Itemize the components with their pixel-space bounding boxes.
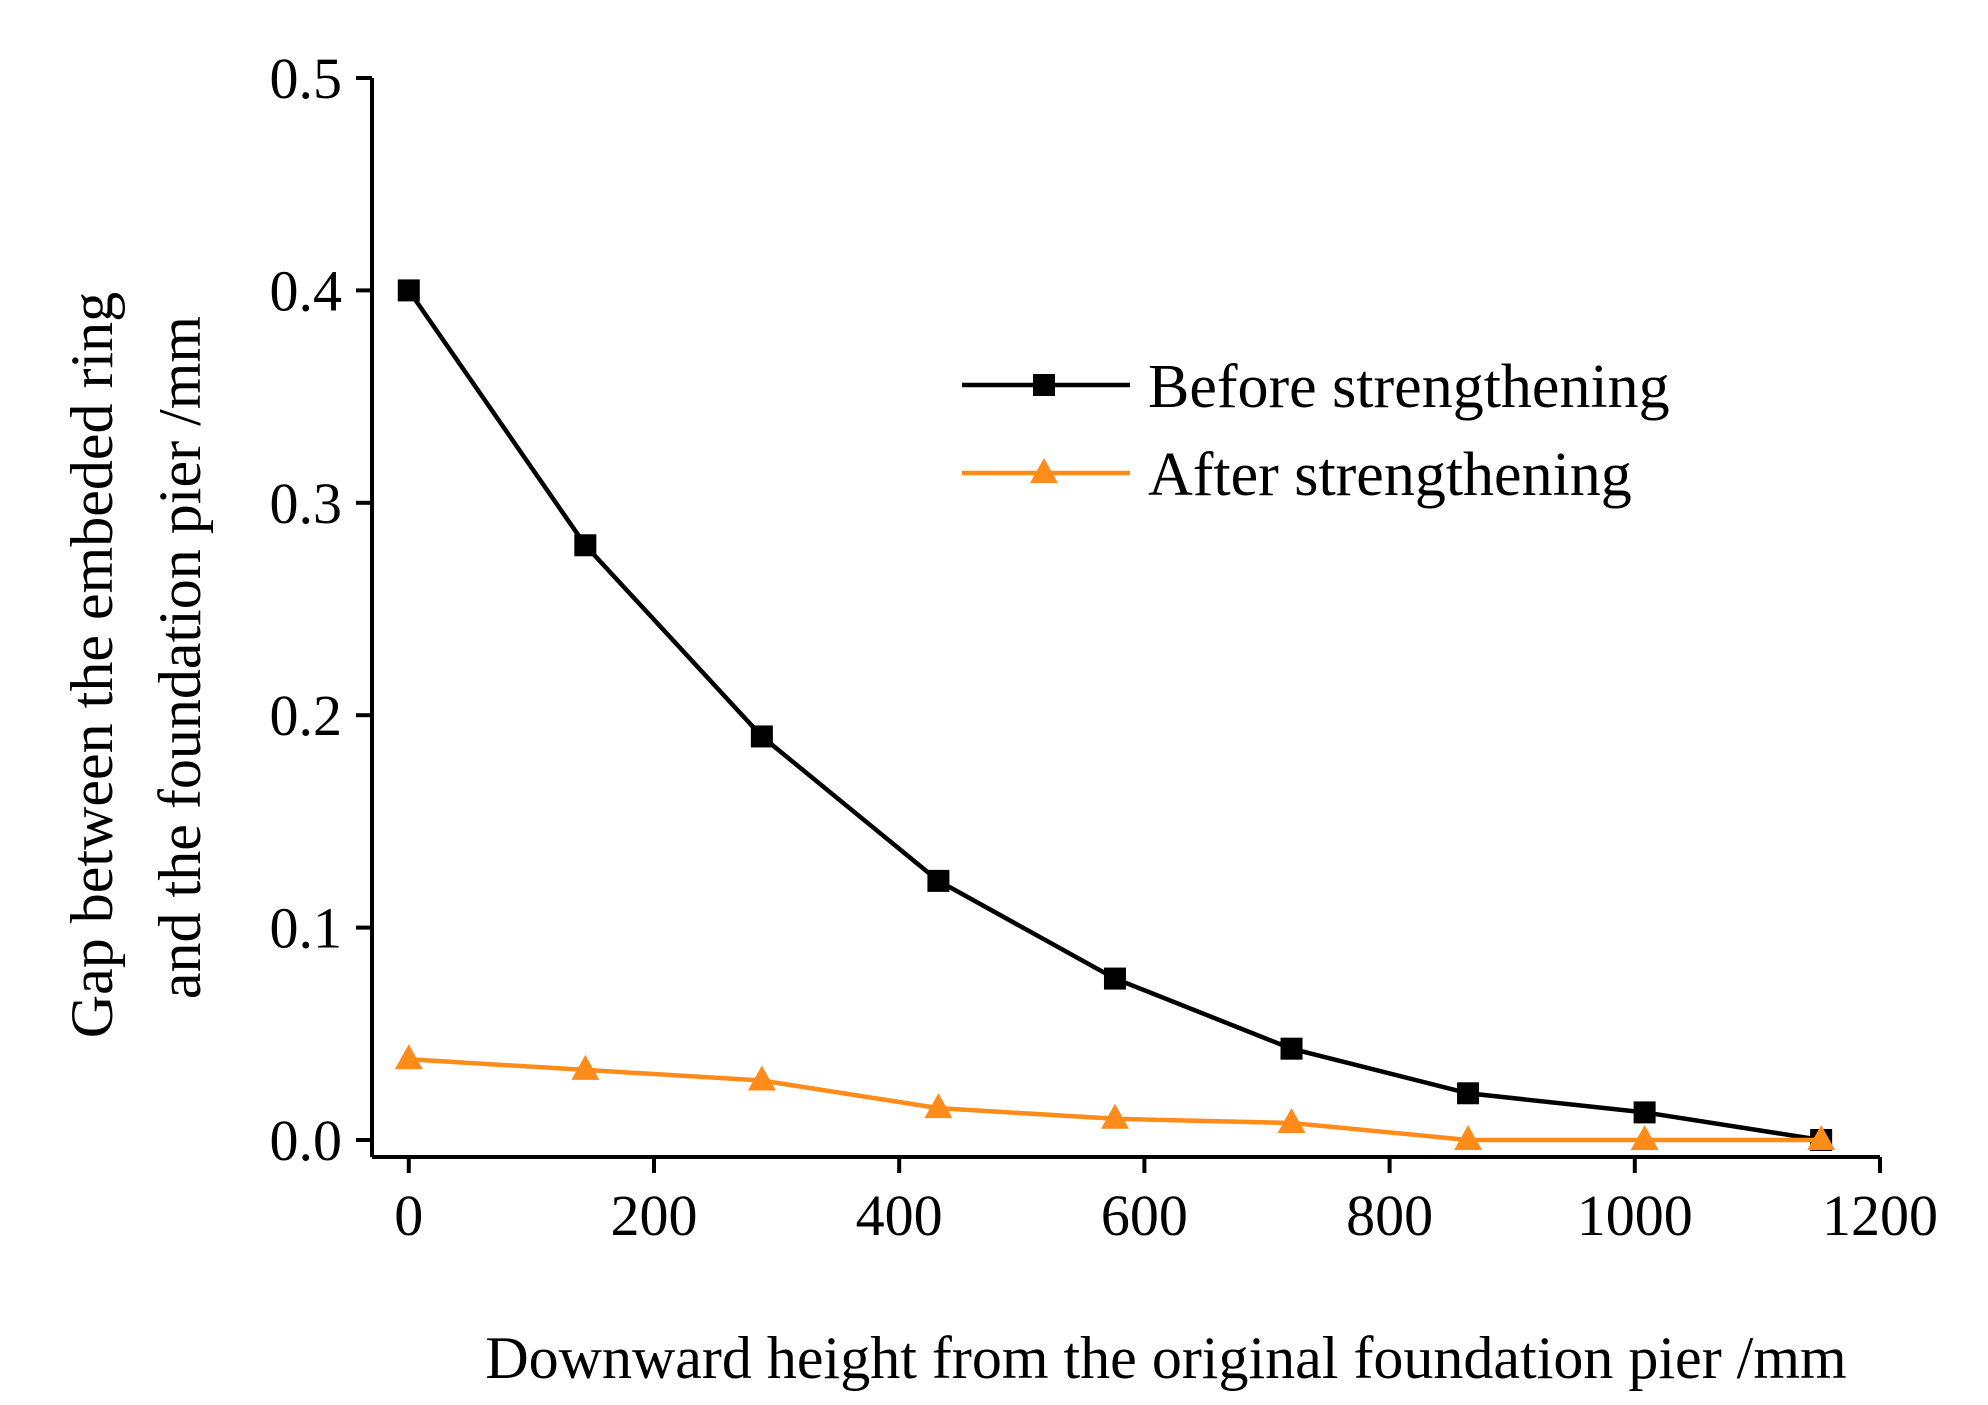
legend-marker <box>1030 458 1058 483</box>
data-point <box>571 1054 600 1080</box>
series-before <box>397 279 1833 1152</box>
x-tick-label: 800 <box>1346 1183 1433 1248</box>
y-axis-title-line-1: Gap between the embeded ring <box>59 292 125 1038</box>
data-point <box>1633 1101 1656 1124</box>
series-after <box>394 1044 1836 1151</box>
data-point <box>750 725 773 748</box>
series-layer <box>394 279 1836 1152</box>
legend-marker <box>1033 374 1055 396</box>
x-tick-label: 600 <box>1101 1183 1188 1248</box>
data-point <box>1277 1108 1306 1134</box>
data-point <box>1807 1125 1836 1151</box>
y-tick-label: 0.1 <box>270 896 343 961</box>
x-tick-label: 200 <box>610 1183 697 1248</box>
data-point <box>747 1065 776 1091</box>
x-tick-label: 1000 <box>1577 1183 1693 1248</box>
y-tick-label: 0.0 <box>270 1108 343 1173</box>
y-tick-label: 0.3 <box>270 471 343 536</box>
legend-label: After strengthening <box>1148 441 1632 509</box>
x-tick-label: 1200 <box>1822 1183 1938 1248</box>
data-point <box>927 869 950 892</box>
data-point <box>1454 1125 1483 1151</box>
data-point <box>1100 1103 1129 1129</box>
y-tick-label: 0.4 <box>270 258 343 323</box>
data-point <box>394 1044 423 1070</box>
data-point <box>1457 1082 1480 1105</box>
x-tick-label: 0 <box>394 1183 423 1248</box>
y-axis-title-line-2: and the foundation pier /mm <box>147 316 213 999</box>
legend: Before strengthening After strengthening <box>962 353 1670 509</box>
y-tick-label: 0.5 <box>270 46 343 111</box>
data-point <box>397 279 420 302</box>
x-axis-title: Downward height from the original founda… <box>485 1325 1846 1391</box>
data-point <box>574 534 597 557</box>
legend-label: Before strengthening <box>1148 353 1670 421</box>
data-point <box>1630 1125 1659 1151</box>
data-point <box>924 1093 953 1119</box>
axes: 0 200 400 600 800 1000 1200 0.0 0.1 0.2 0.3 0.4 0.5 <box>270 46 1939 1248</box>
legend-item-before: Before strengthening <box>962 353 1670 421</box>
x-tick-label: 400 <box>856 1183 943 1248</box>
y-axis-title: Gap between the embeded ring and the fou… <box>59 277 213 1038</box>
legend-item-after: After strengthening <box>962 441 1632 509</box>
data-point <box>1103 967 1126 990</box>
y-tick-label: 0.2 <box>270 683 343 748</box>
data-point <box>1280 1037 1303 1060</box>
